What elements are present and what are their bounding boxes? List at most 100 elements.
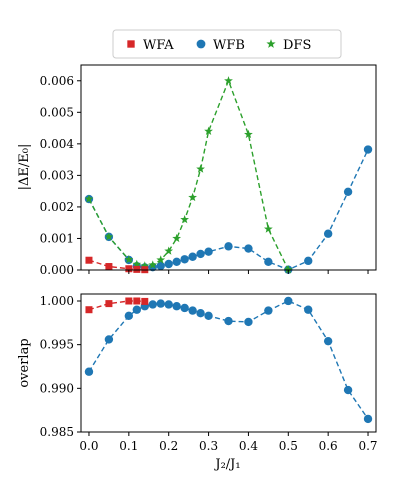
legend-marker-dfs <box>266 39 276 48</box>
x-axis-label: J₂/J₁ <box>213 457 240 472</box>
top-wfb-point <box>304 256 313 266</box>
top-series-dfs <box>84 76 293 274</box>
top-dfs-point <box>244 129 253 139</box>
top-y-tick-label: 0.006 <box>40 74 74 88</box>
bottom-y-tick-label: 0.990 <box>40 381 74 395</box>
top-y-tick-label: 0.005 <box>40 105 74 119</box>
legend-frame <box>112 29 342 59</box>
top-dfs-point <box>188 192 197 202</box>
bottom-x-tick-label: 0.3 <box>199 439 218 453</box>
bottom-wfa-point <box>133 297 141 305</box>
top-wfa-point <box>133 265 141 273</box>
top-dfs-line <box>88 78 289 270</box>
top-wfb-point <box>164 259 173 269</box>
bottom-panel-frame <box>80 293 377 433</box>
legend-label-dfs: DFS <box>283 38 311 53</box>
bottom-wfb-point <box>104 335 114 344</box>
legend-entry-dfs: DFS <box>266 38 311 53</box>
bottom-wfb-point <box>148 300 157 309</box>
top-series-wfb <box>84 145 373 274</box>
bottom-wfb-point <box>188 306 197 315</box>
top-wfb-point <box>188 252 197 261</box>
bottom-series-wfa <box>85 297 149 314</box>
bottom-wfb-point <box>132 305 142 314</box>
legend: WFA WFB DFS <box>112 29 342 59</box>
bottom-series-wfb <box>84 296 373 424</box>
bottom-wfb-point <box>323 336 333 346</box>
top-dfs-point <box>132 259 142 269</box>
top-dfs-point <box>124 254 134 264</box>
legend-entry-wfa: WFA <box>127 38 174 53</box>
bottom-wfa-point <box>85 306 93 314</box>
top-wfa-point <box>85 256 93 264</box>
legend-label-wfb: WFB <box>213 38 245 53</box>
bottom-wfb-point <box>304 305 313 314</box>
bottom-wfb-point <box>224 316 233 326</box>
bottom-x-tick-label: 0.7 <box>358 439 377 453</box>
top-dfs-point <box>140 261 150 270</box>
bottom-x-tick-label: 0.2 <box>159 439 178 453</box>
top-y-tick-label: 0.003 <box>40 168 74 182</box>
top-wfb-point <box>343 187 353 196</box>
top-dfs-point <box>156 255 166 264</box>
top-wfb-line <box>88 149 369 271</box>
bottom-wfb-point <box>156 299 165 308</box>
top-wfb-point <box>196 249 205 259</box>
top-y-axis-label: |ΔE/E₀| <box>17 144 32 191</box>
bottom-wfb-point <box>204 311 213 321</box>
top-y-tick-label: 0.001 <box>40 231 74 245</box>
bottom-x-tick-label: 0.0 <box>79 439 98 453</box>
top-dfs-point <box>84 194 94 203</box>
bottom-wfa-point <box>125 297 133 305</box>
legend-marker-wfa <box>127 40 135 48</box>
bottom-wfb-point <box>180 303 189 313</box>
bottom-wfb-point <box>124 311 134 321</box>
bottom-y-axis-label: overlap <box>17 338 32 387</box>
top-dfs-point <box>263 224 273 233</box>
bottom-wfa-point <box>141 297 149 305</box>
top-wfb-point <box>264 257 273 266</box>
bottom-wfb-point <box>284 296 293 306</box>
bottom-wfb-point <box>84 367 94 376</box>
top-dfs-point <box>283 265 293 274</box>
bottom-y-tick-label: 0.995 <box>40 338 74 352</box>
top-dfs-point <box>180 214 190 224</box>
top-panel-frame <box>80 64 377 271</box>
bottom-wfa-point <box>105 300 113 308</box>
bottom-wfb-point <box>164 300 173 309</box>
top-wfb-point <box>180 255 189 264</box>
top-dfs-point <box>224 76 233 85</box>
bottom-wfb-point <box>196 309 205 318</box>
top-y-tick-label: 0.000 <box>40 263 74 277</box>
bottom-wfb-point <box>264 306 273 315</box>
top-wfb-point <box>244 244 253 253</box>
top-wfb-point <box>224 242 233 251</box>
top-wfb-point <box>172 257 181 266</box>
top-wfa-point <box>105 263 113 271</box>
top-dfs-point <box>104 232 114 241</box>
top-wfb-point <box>204 247 213 256</box>
bottom-wfb-point <box>172 302 181 311</box>
bottom-x-tick-label: 0.6 <box>319 439 338 453</box>
bottom-wfb-point <box>244 317 253 327</box>
top-y-tick-label: 0.004 <box>40 137 75 151</box>
bottom-y-tick-label: 0.985 <box>40 425 74 439</box>
top-y-tick-label: 0.002 <box>40 200 74 214</box>
top-panel: 0.000 0.001 0.002 0.003 0.004 0.005 0.006 |ΔE/… <box>17 64 377 277</box>
bottom-wfb-point <box>363 414 373 424</box>
top-wfb-point <box>323 229 333 238</box>
top-wfa-point <box>125 265 133 273</box>
top-dfs-point <box>148 260 158 269</box>
bottom-x-tick-label: 0.4 <box>239 439 258 453</box>
top-dfs-point <box>204 126 213 135</box>
top-dfs-point <box>196 164 205 173</box>
top-dfs-point <box>172 233 182 243</box>
top-wfb-point <box>363 145 373 154</box>
top-dfs-point <box>164 246 174 255</box>
bottom-wfb-point <box>343 385 353 395</box>
legend-entry-wfb: WFB <box>196 38 245 53</box>
legend-label-wfa: WFA <box>143 38 174 53</box>
bottom-y-tick-label: 1.000 <box>40 294 74 308</box>
bottom-panel: 0.0 0.1 0.2 0.3 0.4 0.5 0.6 0.7 0.985 0.990 0.995 1… <box>17 293 378 472</box>
